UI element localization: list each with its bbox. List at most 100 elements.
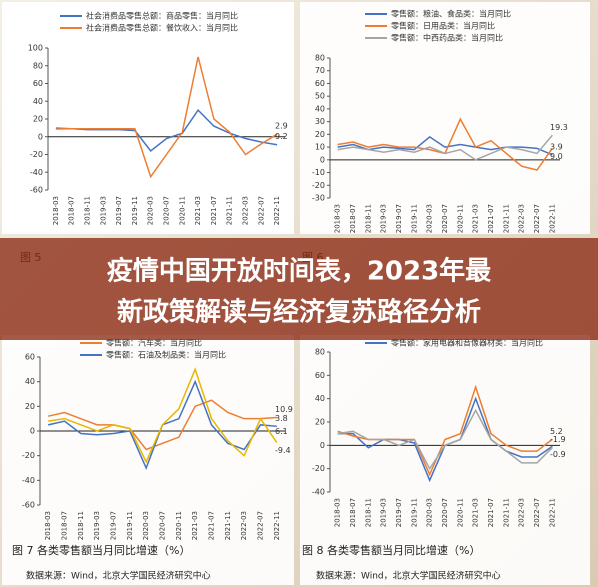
y-tick-label: 0 [38,132,43,141]
y-tick-label: 20 [315,418,325,427]
x-tick-label: 2020-03 [426,498,434,527]
y-tick-label: 60 [315,371,325,380]
panel [300,335,590,585]
y-tick-label: -20 [312,464,325,473]
annotation: 9.0 [550,152,563,161]
x-tick-label: 2019-03 [380,204,388,233]
x-tick-label: 2018-07 [349,498,357,527]
x-tick-label: 2020-07 [159,511,167,540]
y-tick-label: -10 [312,168,325,177]
y-tick-label: 30 [315,117,325,126]
y-tick-label: 0 [30,427,35,436]
y-tick-label: 40 [25,377,35,386]
x-tick-label: 2022-07 [257,511,265,540]
y-tick-label: 20 [315,130,325,139]
x-tick-label: 2018-11 [364,204,372,233]
x-tick-label: 2020-07 [163,196,171,225]
y-tick-label: -40 [30,168,43,177]
x-tick-label: 2018-07 [61,511,69,540]
x-tick-label: 2019-11 [131,196,139,225]
x-tick-label: 2019-07 [395,498,403,527]
x-tick-label: 2021-07 [210,196,218,225]
legend-label: 零售额：日用品类：当月同比 [391,21,495,31]
x-tick-label: 2022-03 [518,204,526,233]
series-line [337,134,553,161]
annotation: 5.2 [550,427,563,436]
annotation: -1.9 [550,435,566,444]
headline: 新政策解读与经济复苏路径分析 [117,297,481,328]
x-tick-label: 2020-07 [441,498,449,527]
x-tick-label: 2021-07 [487,204,495,233]
series-line [48,367,278,464]
y-tick-label: 10 [315,143,325,152]
y-tick-label: 80 [33,61,43,70]
legend-label: 社会消费品零售总额：商品零售：当月同比 [86,11,238,21]
x-tick-label: 2022-11 [548,204,556,233]
legend-label: 零售额：石油及制品类：当月同比 [106,350,226,360]
y-tick-label: 20 [25,402,35,411]
legend-label: 社会消费品零售总额：餐饮收入：当月同比 [86,23,238,33]
x-tick-label: 2018-07 [68,196,76,225]
x-tick-label: 2018-11 [364,498,372,527]
x-tick-label: 2020-11 [178,196,186,225]
y-tick-label: -30 [312,194,325,203]
x-tick-label: 2019-07 [115,196,123,225]
x-tick-label: 2020-11 [456,204,464,233]
x-tick-label: 2022-07 [533,204,541,233]
annotation: -9.4 [275,446,291,455]
y-tick-label: -20 [22,451,35,460]
x-tick-label: 2021-03 [472,498,480,527]
x-tick-label: 2021-07 [208,511,216,540]
y-tick-label: -20 [30,150,43,159]
y-tick-label: 60 [33,79,43,88]
y-tick-label: 40 [315,104,325,113]
headline-banner [0,238,598,340]
source: 数据来源：Wind，北京大学国民经济研究中心 [316,570,501,582]
caption: 图 8 各类零售额当月同比增速（%） [302,543,480,557]
x-tick-label: 2018-07 [349,204,357,233]
x-tick-label: 2021-11 [226,196,234,225]
x-tick-label: 2019-11 [126,511,134,540]
y-tick-label: 20 [33,115,43,124]
x-tick-label: 2019-03 [99,196,107,225]
x-tick-label: 2019-03 [93,511,101,540]
y-tick-label: -20 [312,181,325,190]
y-tick-label: 0 [320,441,325,450]
x-tick-label: 2022-11 [273,511,281,540]
x-tick-label: 2021-11 [502,204,510,233]
x-tick-label: 2022-03 [518,498,526,527]
series-line [48,399,277,451]
y-tick-label: 60 [315,79,325,88]
x-tick-label: 2019-11 [410,498,418,527]
x-tick-label: 2021-03 [194,196,202,225]
caption: 图 7 各类零售额当月同比增速（%） [12,543,190,557]
x-tick-label: 2018-03 [334,204,342,233]
y-tick-label: -40 [22,476,35,485]
y-tick-label: 60 [25,353,35,362]
x-tick-label: 2020-03 [147,196,155,225]
x-tick-label: 2020-11 [175,511,183,540]
y-tick-label: 40 [315,394,325,403]
x-tick-label: 2019-03 [380,498,388,527]
x-tick-label: 2022-11 [548,498,556,527]
series-line [55,108,278,153]
panel [2,2,294,234]
headline: 疫情中国开放时间表，2023年最 [107,256,492,287]
x-tick-label: 2022-07 [533,498,541,527]
x-tick-label: 2019-11 [410,204,418,233]
annotation: 3.8 [275,414,288,423]
x-tick-label: 2020-03 [426,204,434,233]
x-tick-label: 2019-07 [110,511,118,540]
x-tick-label: 2018-03 [52,196,60,225]
series-line [337,135,553,156]
y-tick-label: -60 [22,501,35,510]
x-tick-label: 2019-07 [395,204,403,233]
x-tick-label: 2022-07 [257,196,265,225]
x-tick-label: 2021-03 [191,511,199,540]
y-tick-label: 70 [315,66,325,75]
legend-label: 零售额：汽车类：当月同比 [106,338,202,348]
x-tick-label: 2020-03 [142,511,150,540]
series-line [337,408,553,471]
legend-label: 零售额：家用电器和音像器材类：当月同比 [391,338,543,348]
